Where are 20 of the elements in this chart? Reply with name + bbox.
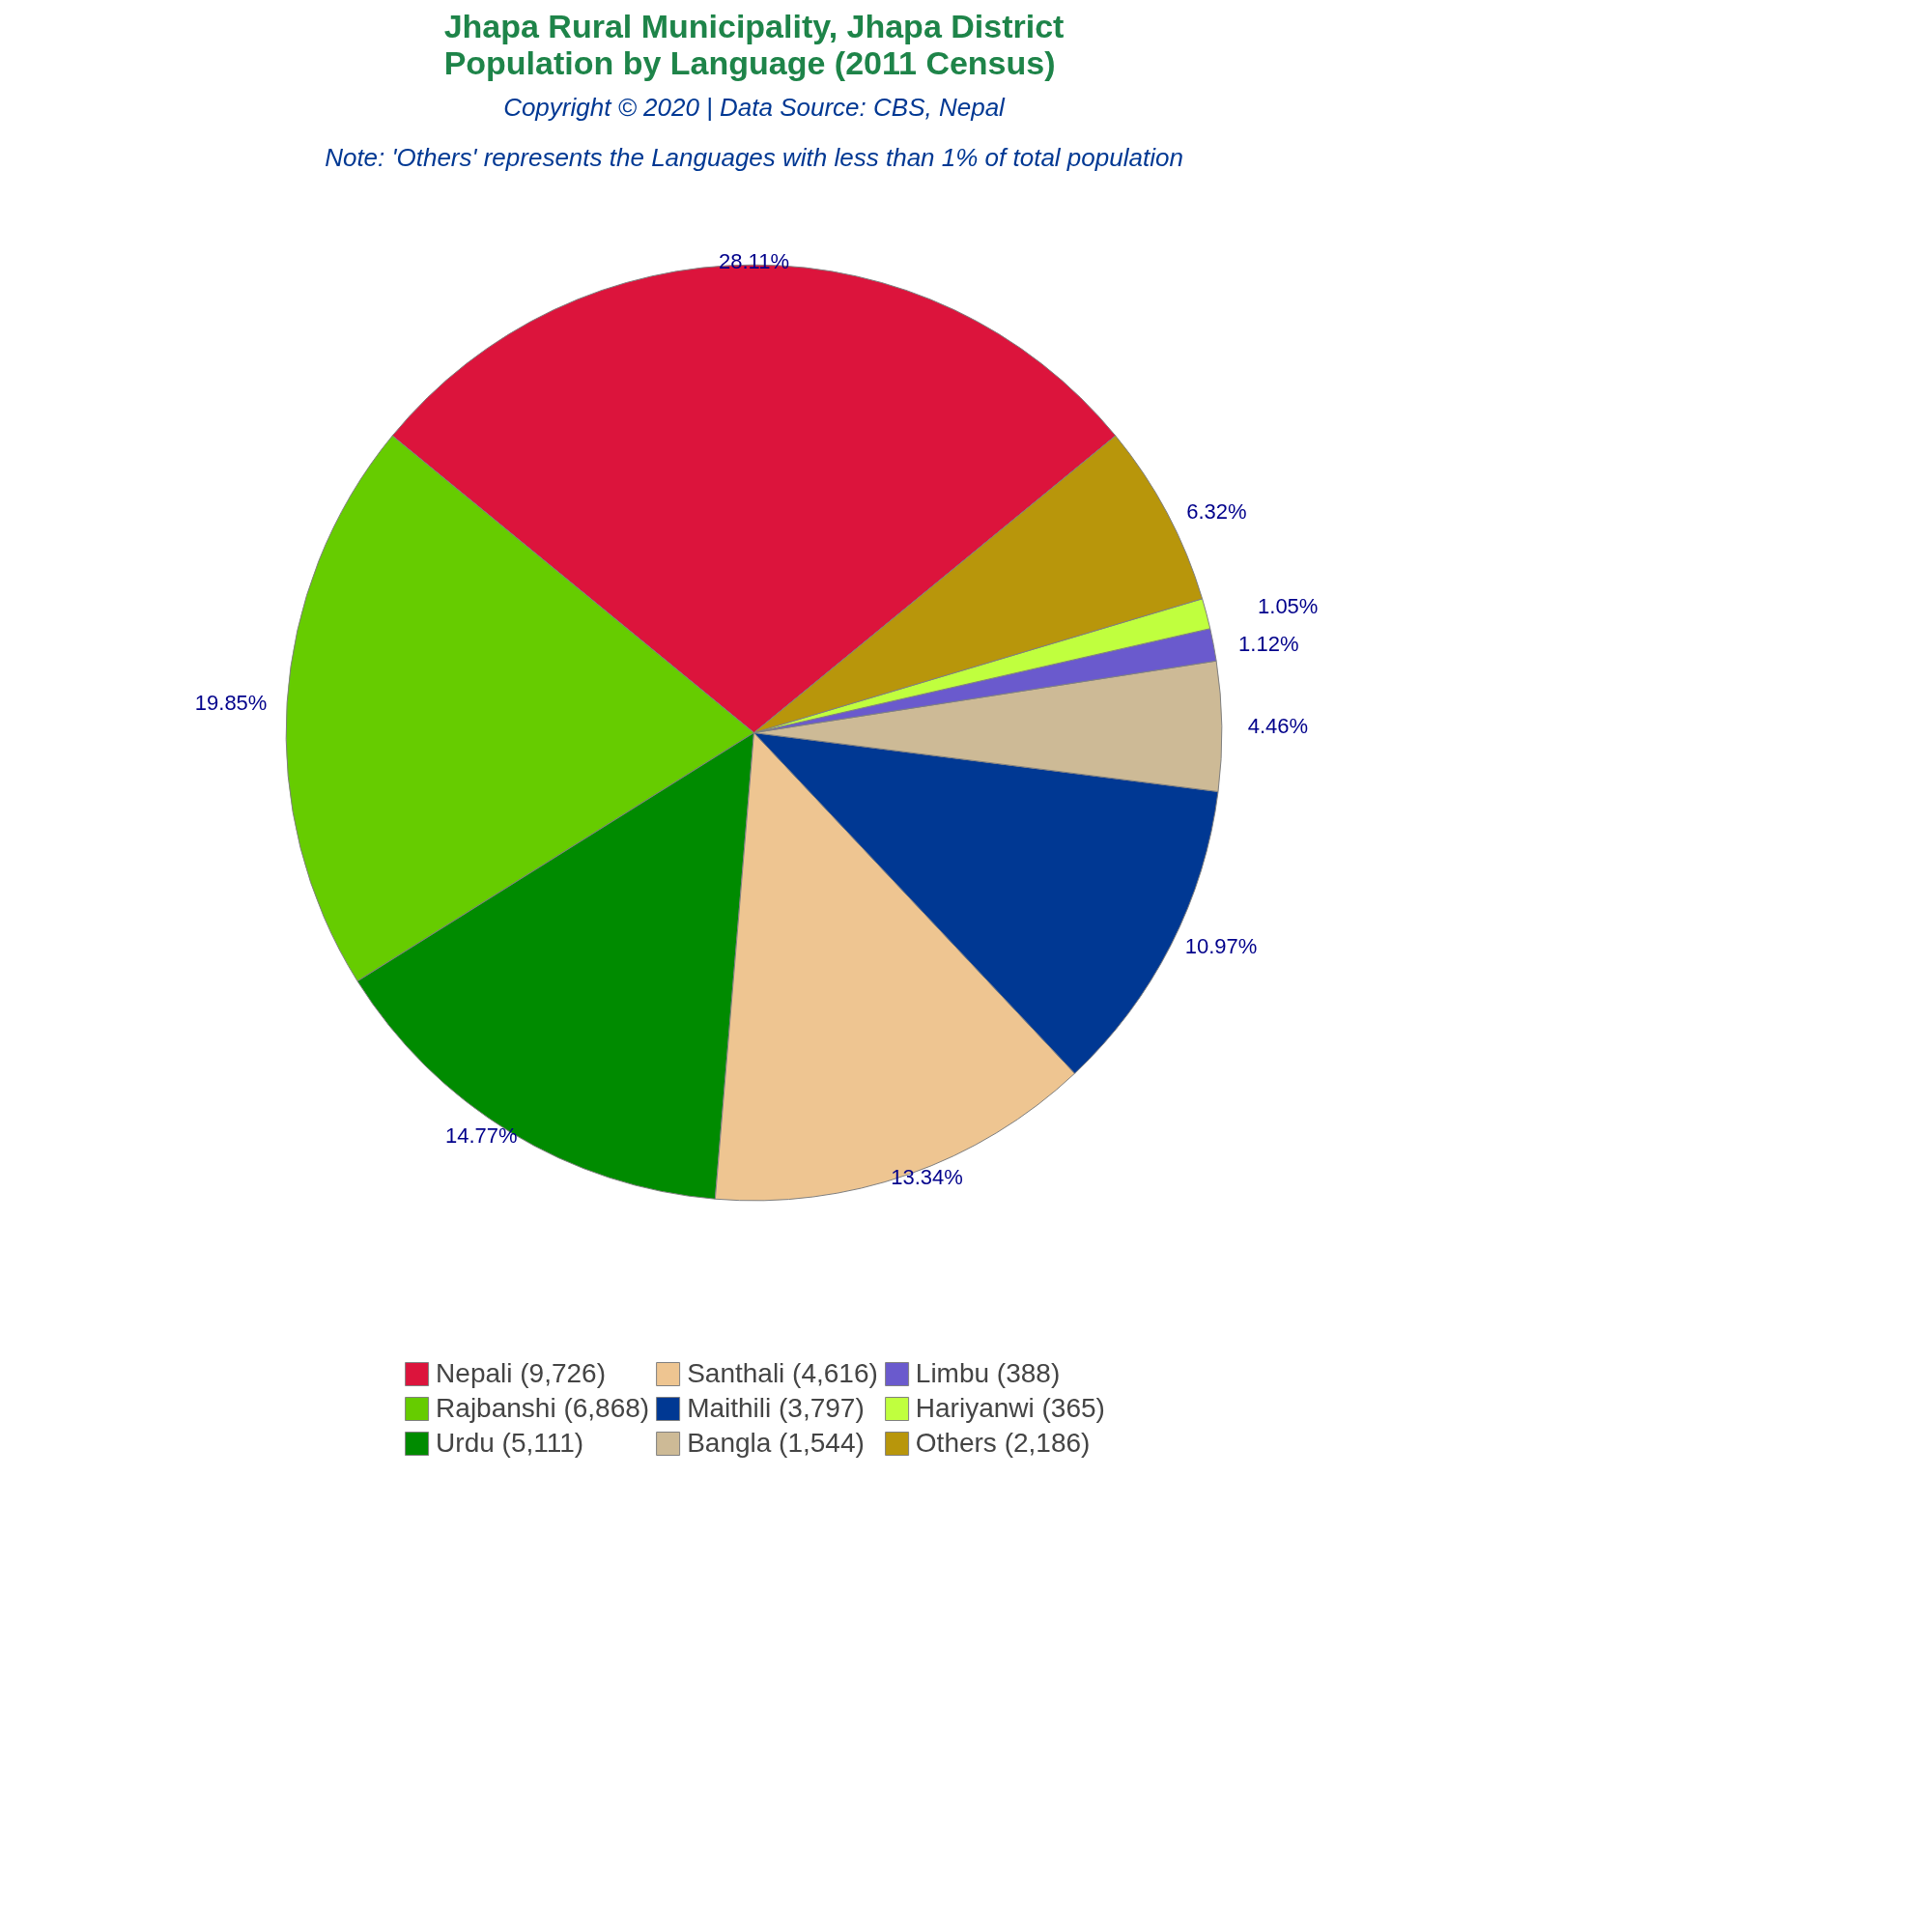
chart-subtitle: Copyright © 2020 | Data Source: CBS, Nepal: [503, 92, 1007, 122]
legend-label: Rajbanshi (6,868): [436, 1393, 650, 1424]
data-label: 19.85%: [194, 690, 268, 715]
data-label: 1.05%: [1258, 594, 1319, 619]
data-label: 13.34%: [891, 1165, 963, 1190]
data-label: 1.12%: [1238, 632, 1299, 657]
data-label: 14.77%: [445, 1122, 518, 1148]
legend-label: Hariyanwi (365): [915, 1393, 1105, 1424]
data-label: 4.46%: [1247, 714, 1309, 739]
legend-label: Urdu (5,111): [436, 1428, 584, 1459]
data-label: 6.32%: [1186, 498, 1247, 524]
legend-label: Limbu (388): [915, 1358, 1061, 1389]
legend-label: Santhali (4,616): [687, 1358, 878, 1389]
legend-label: Bangla (1,544): [687, 1428, 865, 1459]
legend-label: Others (2,186): [915, 1428, 1091, 1459]
legend-label: Nepali (9,726): [436, 1358, 606, 1389]
legend-label: Maithili (3,797): [687, 1393, 865, 1424]
text: Note: 'Others' represents the Languages with less than 1% of total population: [325, 142, 1183, 172]
data-label: 10.97%: [1184, 934, 1258, 959]
chart-title: Jhapa Rural Municipality, Jhapa District Population by Language (2011 Census): [443, 7, 1065, 81]
